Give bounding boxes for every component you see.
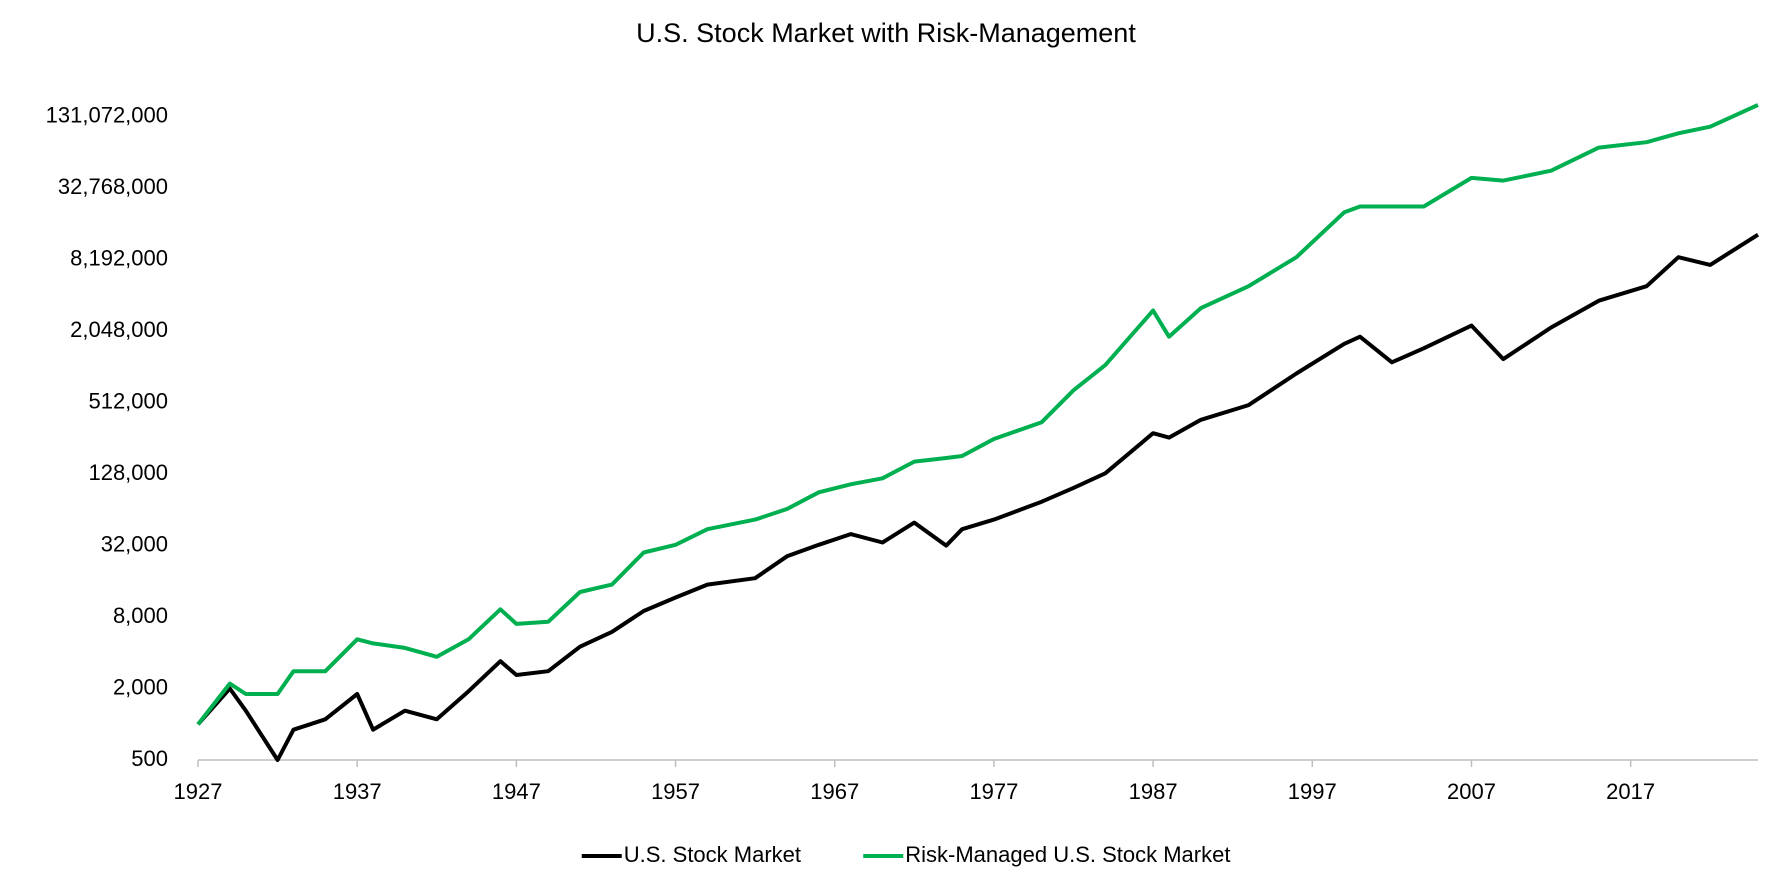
series-line (196, 233, 1760, 762)
x-tick-label: 2007 (1447, 779, 1496, 804)
legend-label: U.S. Stock Market (624, 842, 801, 867)
y-tick-label: 128,000 (88, 460, 168, 485)
x-tick-label: 1967 (810, 779, 859, 804)
x-tick-label: 1997 (1288, 779, 1337, 804)
y-tick-label: 32,768,000 (58, 174, 168, 199)
y-tick-label: 2,000 (113, 674, 168, 699)
x-tick-label: 1977 (969, 779, 1018, 804)
y-tick-label: 2,048,000 (70, 317, 168, 342)
y-tick-label: 8,192,000 (70, 245, 168, 270)
x-tick-label: 1947 (492, 779, 541, 804)
legend-label: Risk-Managed U.S. Stock Market (905, 842, 1230, 867)
x-tick-label: 1937 (333, 779, 382, 804)
y-tick-label: 512,000 (88, 388, 168, 413)
y-tick-label: 131,072,000 (46, 103, 168, 128)
y-tick-label: 8,000 (113, 603, 168, 628)
x-tick-label: 2017 (1606, 779, 1655, 804)
chart-title: U.S. Stock Market with Risk-Management (636, 18, 1136, 48)
x-tick-label: 1927 (174, 779, 223, 804)
y-tick-label: 32,000 (101, 531, 168, 556)
y-tick-label: 500 (131, 746, 168, 771)
series-line (196, 103, 1759, 726)
x-tick-label: 1987 (1129, 779, 1178, 804)
x-tick-label: 1957 (651, 779, 700, 804)
